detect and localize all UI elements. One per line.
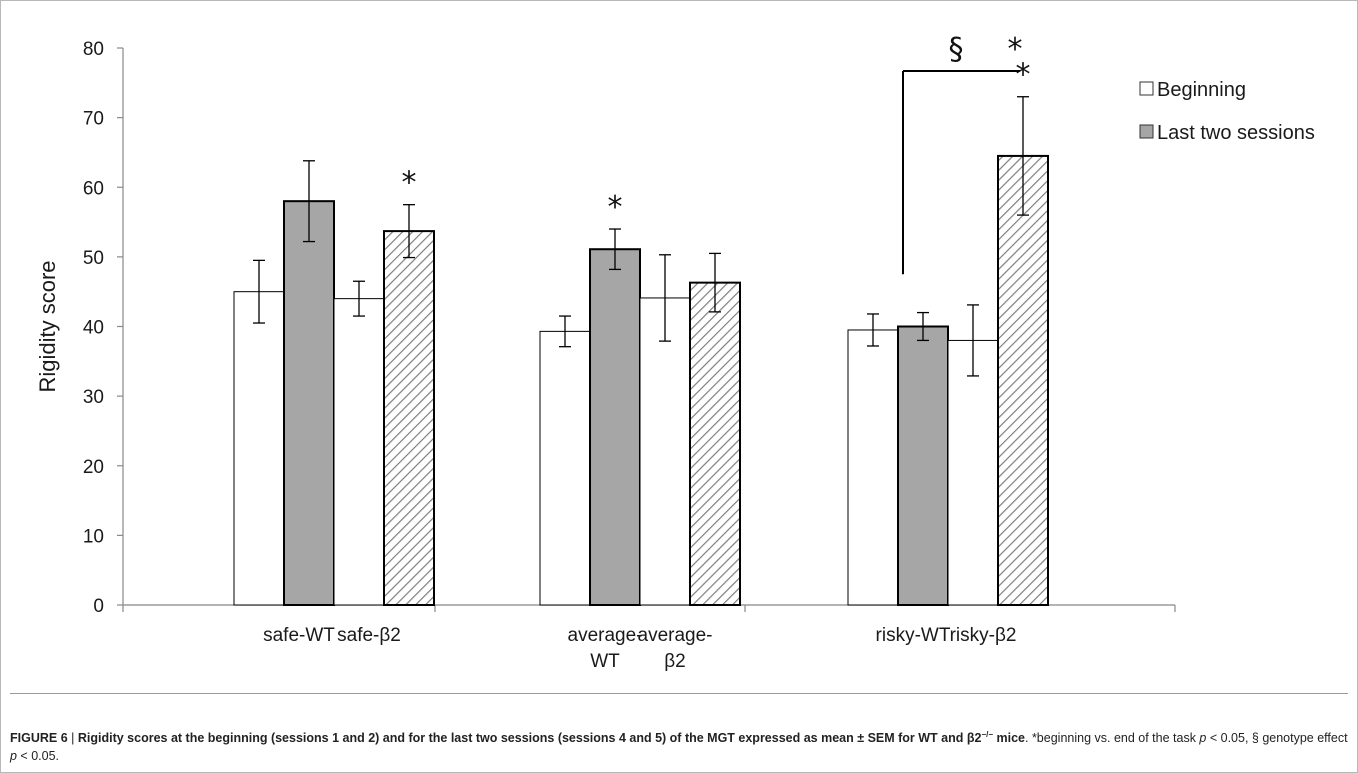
bar — [333, 298, 385, 606]
bar — [539, 330, 591, 606]
category-label: risky-WT — [876, 625, 951, 646]
significance-star: * — [608, 190, 623, 225]
y-tick-label: 40 — [83, 318, 104, 339]
y-tick-label: 10 — [83, 526, 104, 547]
y-tick-label: 20 — [83, 457, 104, 478]
caption-p-1: p — [1199, 731, 1207, 745]
category-label: β2 — [664, 651, 686, 672]
bar — [997, 154, 1049, 606]
bar — [639, 297, 691, 606]
legend: Beginning Last two sessions — [1139, 79, 1315, 144]
caption-bold-text: Rigidity scores at the beginning (sessio… — [77, 731, 982, 745]
caption-divider — [10, 693, 1348, 694]
annotations: ***§ * — [402, 32, 1031, 275]
genotype-star: * — [1008, 32, 1023, 67]
y-tick-label: 80 — [83, 39, 104, 60]
significance-star: * — [1016, 58, 1031, 93]
bar — [283, 200, 335, 607]
bar — [897, 325, 949, 606]
caption-text-3: < 0.05. — [16, 749, 60, 763]
genotype-symbol: § — [949, 32, 964, 67]
legend-label: Beginning — [1157, 79, 1246, 101]
legend-label: Last two sessions — [1157, 122, 1315, 144]
caption-superscript: −/− — [981, 729, 994, 739]
category-label: WT — [590, 651, 620, 672]
bar — [233, 291, 285, 606]
category-label: risky-β2 — [950, 625, 1017, 646]
y-tick-label: 60 — [83, 178, 104, 199]
significance-star: * — [402, 166, 417, 201]
caption-label: FIGURE 6 — [10, 731, 68, 745]
y-tick-label: 30 — [83, 387, 104, 408]
category-label: average- — [638, 625, 713, 646]
y-tick-label: 50 — [83, 248, 104, 269]
y-tick-label: 0 — [93, 596, 104, 617]
bar — [689, 281, 741, 606]
figure-caption: FIGURE 6 | Rigidity scores at the beginn… — [10, 729, 1348, 765]
bar — [589, 248, 641, 606]
caption-separator: | — [67, 731, 78, 745]
caption-text-1: . *beginning vs. end of the task — [1025, 731, 1200, 745]
legend-swatch — [1139, 81, 1154, 96]
y-tick-label: 70 — [83, 109, 104, 130]
bar — [847, 329, 899, 606]
caption-bold-tail: mice — [993, 731, 1026, 745]
rigidity-bar-chart: 0 10 20 30 40 50 60 70 80 Rigidity score safe-WT s… — [35, 32, 1315, 672]
category-label: safe-β2 — [337, 625, 401, 646]
legend-swatch — [1139, 124, 1154, 139]
bar — [947, 339, 999, 606]
bars — [233, 96, 1049, 607]
category-labels: safe-WT safe-β2 average- WT average-β2 risky-… — [263, 625, 1016, 672]
y-axis-label: Rigidity score — [35, 260, 60, 392]
category-label: average- — [568, 625, 643, 646]
category-label: safe-WT — [263, 625, 335, 646]
caption-text-2: < 0.05, § genotype effect — [1206, 731, 1348, 745]
bar — [383, 230, 435, 607]
caption-p-2: p — [10, 749, 17, 763]
